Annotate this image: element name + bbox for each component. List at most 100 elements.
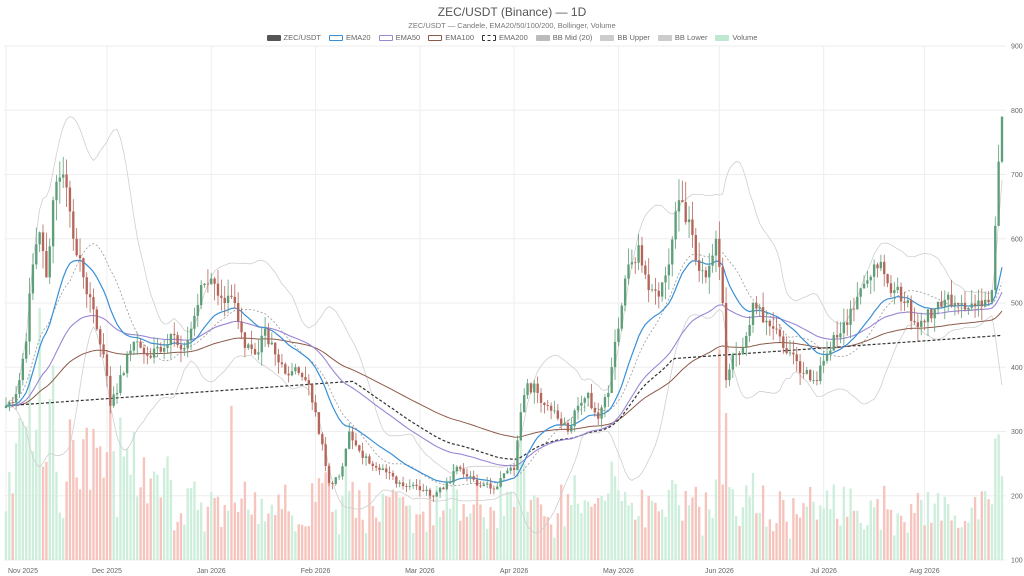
candle [351,426,354,449]
candle-body [566,422,570,432]
candle-body [526,383,529,396]
candle [711,244,714,273]
candle [953,295,957,316]
candle [923,319,926,331]
candle-body [311,384,314,403]
candle [886,273,889,288]
candle-body [31,264,35,294]
volume-bar [775,523,778,560]
legend-item[interactable]: BB Upper [600,33,650,42]
volume-bar [970,507,973,560]
candle-body [946,294,950,300]
legend-swatch [378,34,393,41]
candle [516,435,519,471]
legend-item[interactable]: ZEC/USDT [266,33,321,42]
candle-body [674,211,677,240]
candle-layer [4,116,1004,502]
x-tick-label: Mar 2026 [405,568,435,575]
candle-body [48,246,51,278]
volume-bar [953,515,957,560]
candle [411,482,415,489]
volume-bar [916,492,920,560]
volume-bar [395,492,398,560]
candle-body [193,315,196,329]
legend-item[interactable]: EMA100 [428,33,474,42]
candle-body [805,370,809,374]
volume-bar [260,498,263,560]
volume-bar [139,487,142,560]
candle [193,307,196,337]
candle-body [482,484,485,487]
candle [102,333,105,359]
candle-body [455,466,459,472]
volume-bar [755,513,758,560]
candle-body [866,280,869,284]
candle [556,404,560,421]
candle-body [139,341,142,348]
legend-item[interactable]: EMA50 [378,33,420,42]
volume-bar [149,478,152,560]
candle [189,321,193,351]
candle-body [627,264,630,279]
legend-item[interactable]: EMA200 [482,33,528,42]
candle [462,463,465,478]
volume-bar [327,462,331,560]
x-tick-label: Apr 2026 [500,568,529,575]
volume-bar [570,505,573,560]
candle-body [973,303,977,307]
legend-item[interactable]: EMA20 [329,33,371,42]
candle [782,331,785,354]
volume-bar [142,457,146,560]
candle-body [889,283,893,294]
x-tick-label: May 2026 [603,568,634,575]
candle-body [660,282,664,297]
volume-bar [368,482,371,560]
volume-bar [378,521,381,560]
candle [496,482,499,490]
candle [72,199,75,251]
volume-bar [482,517,485,560]
candle [492,485,496,495]
legend-item[interactable]: BB Lower [657,33,707,42]
volume-bar [203,531,206,560]
candle [405,483,408,493]
legend-item[interactable]: BB Mid (20) [535,33,592,42]
volume-bar [943,496,946,560]
candle [916,313,920,341]
legend: ZEC/USDT EMA20 EMA50 EMA100 EMA200 BB Mid (20… [0,33,1024,42]
candle [196,293,199,327]
candle [485,476,489,489]
candle [331,481,334,490]
candle-body [778,329,782,337]
candle-body [607,392,610,398]
volume-bar [967,522,970,560]
legend-swatch [600,34,615,41]
volume-bar [549,524,553,560]
candle [650,283,654,293]
volume-bar [940,520,943,560]
legend-item[interactable]: Volume [715,33,757,42]
candle-body [822,360,825,366]
volume-bar [893,535,896,560]
legend-label: EMA20 [346,33,371,42]
candle [930,308,933,323]
candle-body [623,278,627,306]
candle [983,291,987,307]
candle-body [792,352,795,355]
candle [533,379,536,404]
candle-body [923,320,926,323]
candle [768,319,772,336]
volume-bar [509,491,512,560]
volume-bar [159,497,162,560]
volume-bar [946,504,950,560]
x-tick-label: Jan 2026 [197,568,226,575]
volume-bar [294,531,297,560]
candle-body [304,377,307,381]
candle [610,357,613,394]
candle [270,332,274,346]
candle [994,216,997,294]
candle [660,282,664,302]
volume-bar [576,503,580,560]
candle [395,475,398,488]
candle-body [593,408,597,413]
